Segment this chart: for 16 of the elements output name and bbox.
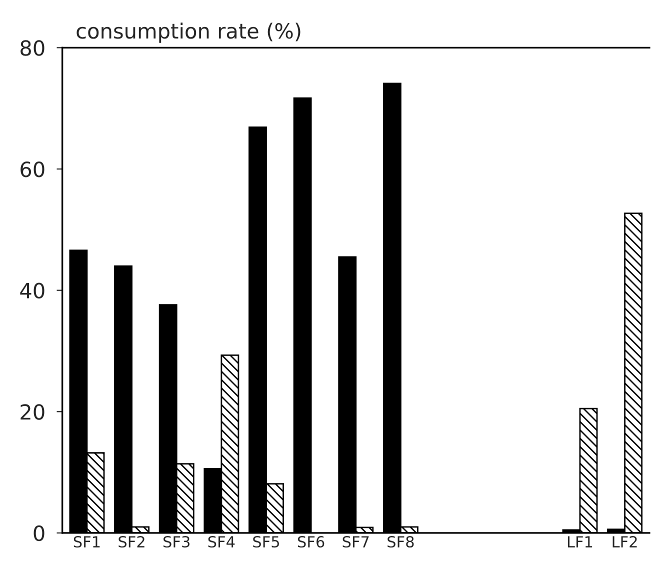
y-tick-label: 0 [34,525,44,542]
y-tick-label: 20 [20,404,44,420]
x-tick-label: SF1 [74,536,100,548]
x-tick-label: SF8 [388,536,414,548]
y-tick-label: 80 [20,40,44,56]
x-tick-label: SF5 [253,536,280,548]
x-tick-label: SF3 [164,536,190,548]
x-tick-label: SF2 [118,536,144,548]
x-tick-label: LF2 [612,536,637,548]
y-tick-label: 60 [20,161,44,178]
x-tick-label: SF4 [208,536,235,548]
y-axis-title: consumption rate (%) [76,22,300,43]
x-tick-label: SF7 [342,536,369,548]
x-tick-label: SF6 [298,536,324,548]
x-tick-label: LF1 [568,536,592,548]
y-tick-label: 40 [20,282,44,299]
